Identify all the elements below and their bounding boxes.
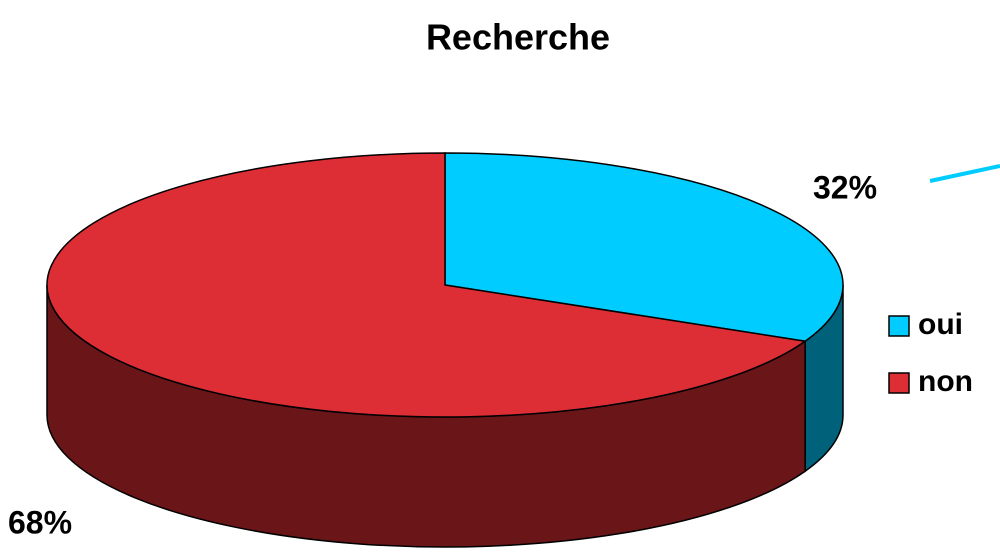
chart-title: Recherche — [426, 17, 610, 58]
pie — [46, 152, 844, 548]
leader-line — [929, 164, 1000, 183]
data-label: 68% — [8, 504, 72, 540]
slice — [444, 152, 844, 342]
legend-label: oui — [918, 308, 963, 341]
legend-swatch — [888, 372, 910, 394]
data-label: 32% — [813, 169, 877, 205]
slice — [46, 152, 808, 418]
legend-label: non — [918, 365, 973, 398]
legend-swatch — [888, 315, 910, 337]
